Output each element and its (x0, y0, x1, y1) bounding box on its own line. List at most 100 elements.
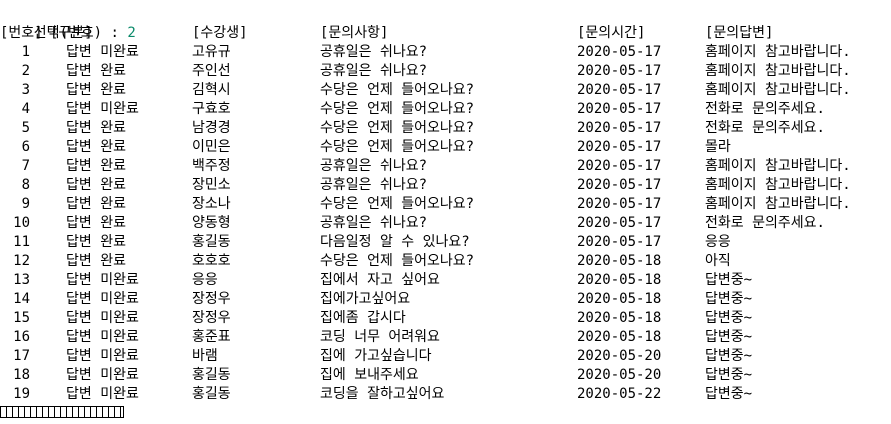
row-answer: 답변중~ (705, 367, 753, 383)
row-time: 2020-05-18 (577, 253, 662, 269)
prompt-label: 선택(번호) : (33, 25, 128, 41)
row-answer: 홈페이지 참고바랍니다. (705, 63, 851, 79)
prompt-line: 선택(번호) : 2 (0, 5, 891, 41)
row-category: 답변 미완료 (66, 386, 139, 402)
row-number: 13 (13, 272, 30, 288)
row-answer: 답변중~ (705, 310, 753, 326)
row-category: 답변 완료 (66, 158, 126, 174)
row-time: 2020-05-17 (577, 63, 662, 79)
row-category: 답변 완료 (66, 177, 126, 193)
row-number: 16 (13, 329, 30, 345)
row-question: 집에 가고싶습니다 (320, 348, 432, 364)
row-answer: 몰라 (705, 139, 731, 155)
row-time: 2020-05-18 (577, 310, 662, 326)
row-answer: 답변중~ (705, 386, 753, 402)
row-student: 호호호 (192, 253, 231, 269)
row-answer: 답변중~ (705, 348, 753, 364)
table-header-row: [번호] [구분] [수강생] [문의사항] [문의시간] [문의답변] (0, 24, 891, 43)
row-question: 코딩 너무 어려워요 (320, 329, 440, 345)
row-number: 17 (13, 348, 30, 364)
row-student: 장민소 (192, 177, 231, 193)
row-student: 남경경 (192, 120, 231, 136)
header-number: [번호] (0, 25, 43, 41)
row-category: 답변 미완료 (66, 329, 139, 345)
row-student: 장정우 (192, 291, 231, 307)
row-question: 집에가고싶어요 (320, 291, 411, 307)
row-answer: 전화로 문의주세요. (705, 101, 825, 117)
row-number: 14 (13, 291, 30, 307)
header-category: [구분] (50, 25, 93, 41)
row-number: 15 (13, 310, 30, 326)
table-row: 6 답변 완료 이민은 수당은 언제 들어오나요? 2020-05-17 몰라 (0, 138, 891, 157)
row-question: 공휴일은 쉬나요? (320, 158, 428, 174)
row-time: 2020-05-17 (577, 234, 662, 250)
row-time: 2020-05-18 (577, 272, 662, 288)
row-time: 2020-05-17 (577, 44, 662, 60)
prompt-value[interactable]: 2 (127, 25, 136, 41)
table-row: 5 답변 완료 남경경 수당은 언제 들어오나요? 2020-05-17 전화로 문의주세… (0, 119, 891, 138)
table-row: 14 답변 미완료 장정우 집에가고싶어요 2020-05-18 답변중~ (0, 290, 891, 309)
row-time: 2020-05-20 (577, 367, 662, 383)
row-question: 다음일정 알 수 있나요? (320, 234, 470, 250)
table-row: 17 답변 미완료 바램 집에 가고싶습니다 2020-05-20 답변중~ (0, 347, 891, 366)
row-question: 수당은 언제 들어오나요? (320, 82, 475, 98)
row-question: 공휴일은 쉬나요? (320, 44, 428, 60)
row-question: 수당은 언제 들어오나요? (320, 120, 475, 136)
row-answer: 전화로 문의주세요. (705, 120, 825, 136)
table-row: 7 답변 완료 백주정 공휴일은 쉬나요? 2020-05-17 홈페이지 참고바랍니다. (0, 157, 891, 176)
table-row: 2 답변 완료 주인선 공휴일은 쉬나요? 2020-05-17 홈페이지 참고바랍니다. (0, 62, 891, 81)
row-student: 장소나 (192, 196, 231, 212)
row-time: 2020-05-18 (577, 291, 662, 307)
row-student: 고유규 (192, 44, 231, 60)
console-scroll-indicator (0, 406, 124, 418)
table-row: 19 답변 미완료 홍길동 코딩을 잘하고싶어요 2020-05-22 답변중~ (0, 385, 891, 404)
row-time: 2020-05-17 (577, 215, 662, 231)
table-row: 16 답변 미완료 홍준표 코딩 너무 어려워요 2020-05-18 답변중~ (0, 328, 891, 347)
row-number: 19 (13, 386, 30, 402)
table-row: 18 답변 미완료 홍길동 집에 보내주세요 2020-05-20 답변중~ (0, 366, 891, 385)
table-row: 3 답변 완료 김혁시 수당은 언제 들어오나요? 2020-05-17 홈페이지 참고바… (0, 81, 891, 100)
row-answer: 홈페이지 참고바랍니다. (705, 196, 851, 212)
table-row: 4 답변 미완료 구효호 수당은 언제 들어오나요? 2020-05-17 전화로 문의주… (0, 100, 891, 119)
row-answer: 전화로 문의주세요. (705, 215, 825, 231)
row-category: 답변 완료 (66, 234, 126, 250)
table-row: 9 답변 완료 장소나 수당은 언제 들어오나요? 2020-05-17 홈페이지 참고바… (0, 195, 891, 214)
table-row: 8 답변 완료 장민소 공휴일은 쉬나요? 2020-05-17 홈페이지 참고바랍니다. (0, 176, 891, 195)
row-student: 이민은 (192, 139, 231, 155)
row-number: 5 (21, 120, 30, 136)
row-category: 답변 완료 (66, 139, 126, 155)
row-answer: 답변중~ (705, 291, 753, 307)
row-student: 양동형 (192, 215, 231, 231)
row-question: 코딩을 잘하고싶어요 (320, 386, 445, 402)
row-time: 2020-05-17 (577, 82, 662, 98)
row-category: 답변 완료 (66, 196, 126, 212)
row-question: 공휴일은 쉬나요? (320, 63, 428, 79)
row-question: 수당은 언제 들어오나요? (320, 139, 475, 155)
row-student: 응응 (192, 272, 218, 288)
row-category: 답변 완료 (66, 63, 126, 79)
row-student: 홍준표 (192, 329, 231, 345)
row-answer: 홈페이지 참고바랍니다. (705, 82, 851, 98)
row-category: 답변 미완료 (66, 272, 139, 288)
row-time: 2020-05-18 (577, 329, 662, 345)
table-row: 15 답변 미완료 장정우 집에좀 갑시다 2020-05-18 답변중~ (0, 309, 891, 328)
row-number: 11 (13, 234, 30, 250)
row-student: 홍길동 (192, 367, 231, 383)
row-time: 2020-05-22 (577, 386, 662, 402)
row-answer: 아직 (705, 253, 731, 269)
row-student: 홍길동 (192, 386, 231, 402)
row-question: 수당은 언제 들어오나요? (320, 196, 475, 212)
header-question: [문의사항] (320, 25, 389, 41)
row-time: 2020-05-17 (577, 139, 662, 155)
row-number: 10 (13, 215, 30, 231)
row-answer: 답변중~ (705, 329, 753, 345)
row-time: 2020-05-17 (577, 158, 662, 174)
row-number: 4 (21, 101, 30, 117)
row-student: 주인선 (192, 63, 231, 79)
row-question: 수당은 언제 들어오나요? (320, 101, 475, 117)
table-row: 11 답변 완료 홍길동 다음일정 알 수 있나요? 2020-05-17 응응 (0, 233, 891, 252)
row-answer: 홈페이지 참고바랍니다. (705, 158, 851, 174)
row-student: 바램 (192, 348, 218, 364)
table-row: 10 답변 완료 양동형 공휴일은 쉬나요? 2020-05-17 전화로 문의주세요. (0, 214, 891, 233)
